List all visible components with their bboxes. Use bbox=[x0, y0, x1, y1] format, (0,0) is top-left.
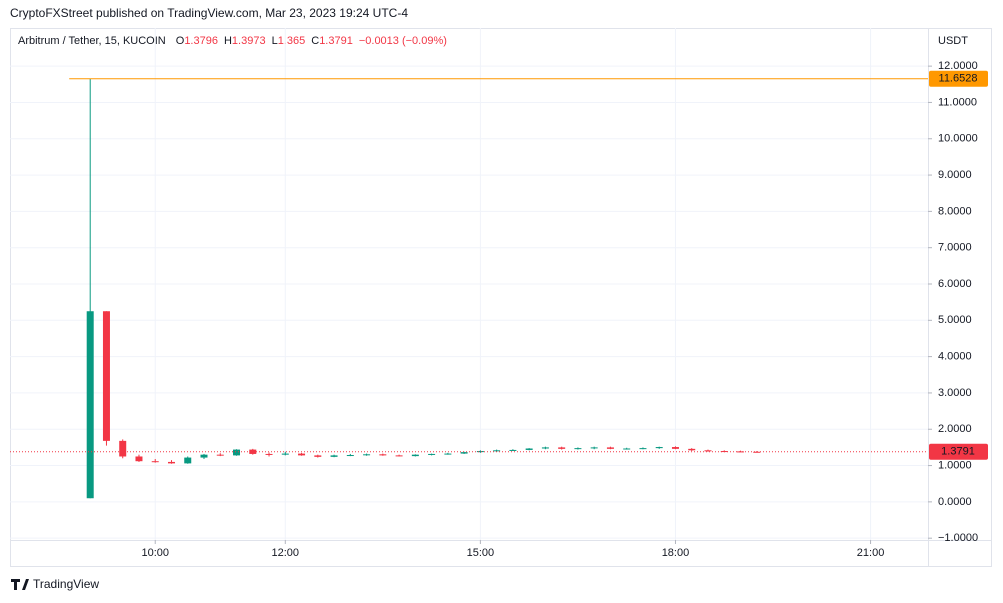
candle-body bbox=[509, 449, 517, 451]
x-tick-label: 12:00 bbox=[272, 547, 300, 559]
legend-item: 1.365 bbox=[278, 35, 306, 47]
grid bbox=[10, 28, 928, 540]
candle-body bbox=[102, 311, 110, 441]
legend-item: O bbox=[176, 35, 185, 47]
candle-body bbox=[525, 448, 533, 450]
candle-body bbox=[655, 447, 663, 449]
legend-item: −0.0013 (−0.09%) bbox=[359, 35, 447, 47]
candle-body bbox=[574, 448, 582, 450]
candle-body bbox=[753, 451, 761, 453]
candle-body bbox=[379, 454, 387, 456]
candle-body bbox=[346, 455, 354, 457]
legend-item: Arbitrum / Tether, 15, KUCOIN bbox=[18, 35, 166, 47]
candle-body bbox=[151, 461, 159, 463]
candle-body bbox=[476, 451, 484, 453]
candle-body bbox=[216, 454, 224, 456]
axis-unit: USDT bbox=[938, 35, 968, 47]
candle-body bbox=[411, 454, 419, 457]
candle-body bbox=[444, 453, 452, 455]
y-tick-label: 0.0000 bbox=[938, 496, 972, 508]
candle-body bbox=[639, 448, 647, 450]
footer-logo: TradingView bbox=[11, 577, 99, 591]
candle-body bbox=[558, 447, 566, 449]
candle-body bbox=[395, 455, 403, 457]
footer-text: TradingView bbox=[33, 577, 99, 591]
candle-body bbox=[493, 450, 501, 452]
y-tick-label: 10.0000 bbox=[938, 133, 978, 145]
axes: −1.0000 0.0000 1.0000 2.0000 3.0000 4.0000 5.0… bbox=[141, 60, 988, 559]
legend-item: L bbox=[272, 35, 278, 47]
candle-body bbox=[541, 447, 549, 449]
legend: Arbitrum / Tether, 15, KUCOIN O1.3796 H1.3… bbox=[18, 35, 447, 47]
plot bbox=[10, 78, 928, 499]
candle-body bbox=[86, 311, 94, 499]
candle-body bbox=[590, 447, 598, 449]
y-tick-label: 5.0000 bbox=[938, 314, 972, 326]
candle-body bbox=[460, 452, 468, 454]
publish-header: CryptoFXStreet published on TradingView.… bbox=[10, 6, 408, 20]
candle-body bbox=[736, 451, 744, 453]
y-tick-label: 4.0000 bbox=[938, 351, 972, 363]
price-label-box bbox=[929, 443, 988, 460]
y-tick-label: 12.0000 bbox=[938, 60, 978, 72]
candle-body bbox=[184, 457, 192, 464]
candle-body bbox=[671, 447, 679, 449]
y-tick-label: 2.0000 bbox=[938, 423, 972, 435]
legend-item: 1.3973 bbox=[232, 35, 266, 47]
candle-body bbox=[314, 455, 322, 457]
candle-body bbox=[330, 455, 338, 457]
x-tick-label: 18:00 bbox=[662, 547, 690, 559]
legend-item: 1.3796 bbox=[184, 35, 218, 47]
price-label: 11.6528 bbox=[939, 73, 978, 85]
candle-body bbox=[233, 449, 241, 456]
candle-body bbox=[363, 454, 371, 456]
candle-body bbox=[200, 454, 208, 458]
y-tick-label: −1.0000 bbox=[938, 532, 978, 544]
candle-body bbox=[265, 453, 273, 455]
legend-item: 1.3791 bbox=[319, 35, 353, 47]
candle-body bbox=[281, 453, 289, 455]
price-label-box bbox=[929, 70, 988, 87]
y-tick-label: 3.0000 bbox=[938, 387, 972, 399]
chart-frame bbox=[10, 28, 992, 567]
y-tick-label: 6.0000 bbox=[938, 278, 972, 290]
y-tick-label: 11.0000 bbox=[938, 96, 977, 108]
y-tick-label: 9.0000 bbox=[938, 169, 972, 181]
legend-item: C bbox=[311, 35, 319, 47]
x-tick-label: 21:00 bbox=[857, 547, 885, 559]
x-tick-label: 10:00 bbox=[141, 547, 169, 559]
candle-body bbox=[167, 461, 175, 464]
candle-body bbox=[298, 453, 306, 456]
y-tick-label: 7.0000 bbox=[938, 242, 972, 254]
legend-item: H bbox=[224, 35, 232, 47]
price-label: 1.3791 bbox=[941, 446, 975, 458]
candle-body bbox=[606, 447, 614, 449]
candle-body bbox=[428, 453, 436, 455]
candle-body bbox=[688, 448, 696, 451]
candle-body bbox=[119, 440, 127, 457]
y-tick-label: 8.0000 bbox=[938, 205, 972, 217]
candle-body bbox=[135, 456, 143, 462]
candle-body bbox=[249, 449, 257, 454]
logo-icon bbox=[11, 579, 29, 590]
x-tick-label: 15:00 bbox=[467, 547, 495, 559]
candle-body bbox=[704, 450, 712, 452]
legend-line: Arbitrum / Tether, 15, KUCOIN O1.3796 H1.3… bbox=[18, 35, 447, 47]
candle-body bbox=[623, 448, 631, 450]
y-tick-label: 1.0000 bbox=[938, 459, 972, 471]
